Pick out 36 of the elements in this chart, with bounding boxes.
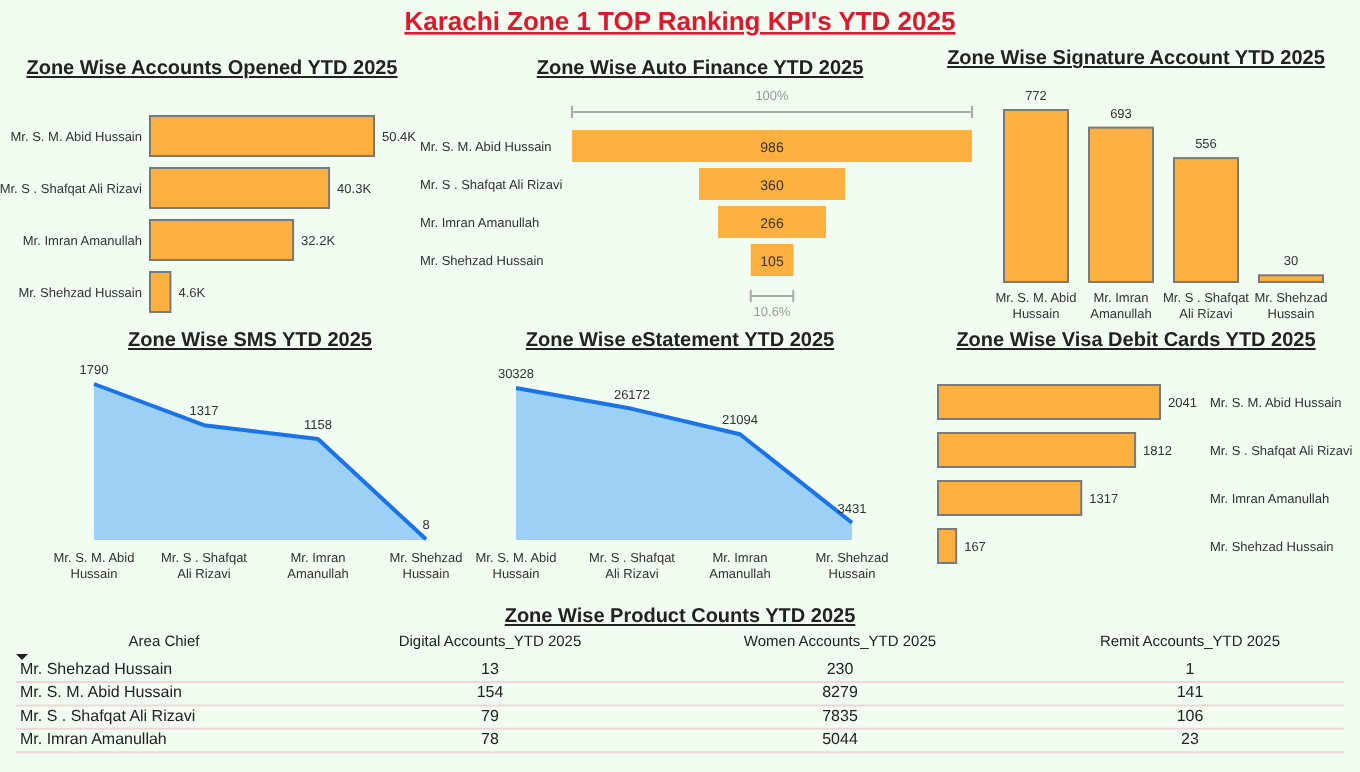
chart-title: Zone Wise Accounts Opened YTD 2025 xyxy=(26,58,399,80)
bar xyxy=(149,271,172,313)
bar xyxy=(937,480,1083,516)
chart-title: Zone Wise Signature Account YTD 2025 xyxy=(947,48,1326,70)
y-tick-label: Mr. S. M. Abid Hussain xyxy=(20,683,182,702)
bar xyxy=(1258,274,1324,283)
bar xyxy=(149,167,331,209)
data-label: 141 xyxy=(1176,683,1205,702)
data-label: 230 xyxy=(826,660,855,678)
data-label: 79 xyxy=(481,706,500,725)
data-label: 1 xyxy=(1185,660,1196,678)
data-label: 13 xyxy=(481,660,500,678)
data-label: 7835 xyxy=(822,706,859,725)
bar xyxy=(1088,126,1154,283)
y-tick-label: Mr. Shehzad Hussain xyxy=(20,660,173,678)
bar xyxy=(1173,157,1239,283)
chart-title: Zone Wise SMS YTD 2025 xyxy=(128,330,373,352)
y-tick-label: Mr. S . Shafqat Ali Rizavi xyxy=(20,706,196,725)
bar xyxy=(149,219,295,261)
bar xyxy=(149,115,375,157)
data-label: 154 xyxy=(476,683,505,702)
text: Zone Wise Auto Finance YTD 2025 xyxy=(536,58,865,80)
data-label: 5044 xyxy=(822,730,859,749)
bar xyxy=(937,432,1137,468)
chart-title: Zone Wise Product Counts YTD 2025 xyxy=(504,606,857,628)
data-label: 106 xyxy=(1176,706,1205,725)
chart-title: Zone Wise Visa Debit Cards YTD 2025 xyxy=(956,330,1317,352)
bar xyxy=(937,528,958,564)
data-label: 78 xyxy=(481,730,500,749)
bar xyxy=(937,384,1161,420)
bar xyxy=(1003,109,1069,283)
data-label: 8279 xyxy=(822,683,859,702)
chart-title: Zone Wise eStatement YTD 2025 xyxy=(525,330,836,352)
data-label: 23 xyxy=(1181,730,1200,749)
text: Karachi Zone 1 TOP Ranking KPI's YTD 2025 xyxy=(404,6,956,36)
y-tick-label: Mr. Imran Amanullah xyxy=(20,730,167,749)
